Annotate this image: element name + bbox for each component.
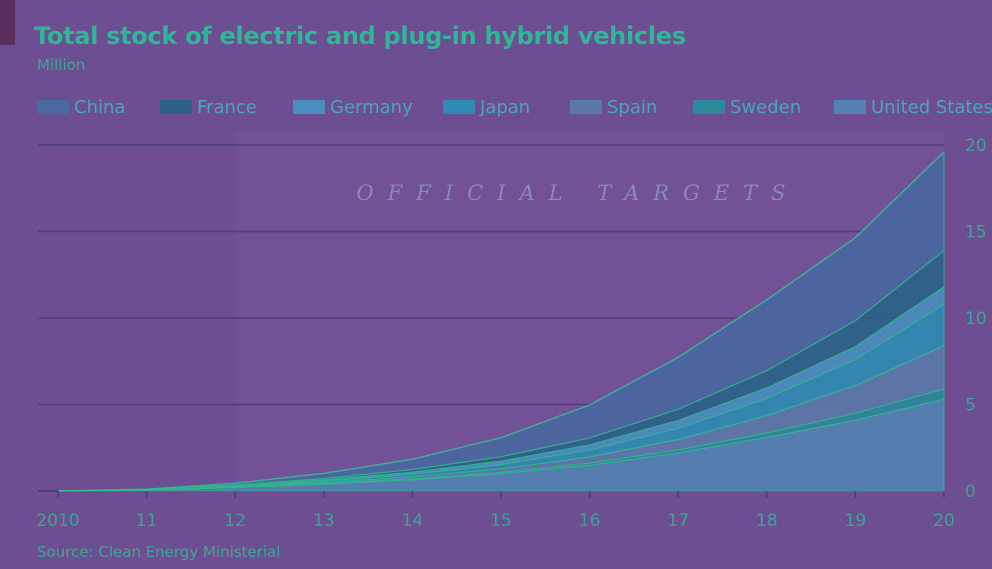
x-tick-label: 20: [933, 511, 955, 531]
x-tick-label: 14: [402, 511, 424, 531]
legend-item: United States: [834, 95, 992, 119]
x-tick-label: 12: [224, 511, 246, 531]
legend-swatch: [693, 100, 725, 114]
legend-item: France: [160, 95, 257, 119]
x-tick-label: 11: [136, 511, 158, 531]
y-tick-label: 20: [965, 136, 987, 156]
legend-label: Germany: [330, 96, 413, 118]
chart-source: Source: Clean Energy Ministerial: [37, 543, 281, 561]
corner-accent-mark: [0, 0, 15, 45]
legend-label: Sweden: [730, 96, 802, 118]
legend-swatch: [570, 100, 602, 114]
legend-swatch: [37, 100, 69, 114]
legend-swatch: [443, 100, 475, 114]
x-tick-label: 15: [490, 511, 512, 531]
y-tick-label: 0: [965, 482, 976, 502]
legend-item: Japan: [443, 95, 530, 119]
x-tick-label: 17: [667, 511, 689, 531]
chart-unit-label: Million: [37, 56, 86, 74]
legend-swatch: [160, 100, 192, 114]
official-targets-annotation: OFFICIAL TARGETS: [356, 181, 799, 205]
legend-item: Sweden: [693, 95, 801, 119]
total-outline: [57, 151, 945, 492]
y-tick-label: 15: [965, 223, 987, 243]
x-tick-label: 16: [579, 511, 601, 531]
legend-label: Japan: [480, 96, 531, 118]
x-tick-label: 18: [756, 511, 778, 531]
x-tick-label: 2010: [36, 511, 79, 531]
y-tick-label: 5: [965, 396, 976, 416]
legend-item: China: [37, 95, 125, 119]
legend-label: China: [74, 96, 126, 118]
legend-label: United States: [871, 96, 992, 118]
x-tick-label: 13: [313, 511, 335, 531]
legend-item: Germany: [293, 95, 413, 119]
legend-label: Spain: [607, 96, 658, 118]
legend-swatch: [293, 100, 325, 114]
chart-plot: 0 5 10 15 20 2010 11 12 13 14 15 16 17 18 19 20 OFFICIAL…: [36, 130, 987, 531]
y-tick-label: 10: [965, 309, 987, 329]
legend-swatch: [834, 100, 866, 114]
chart-title: Total stock of electric and plug-in hybr…: [34, 22, 686, 50]
legend-label: France: [197, 96, 257, 118]
chart-legend: China France Germany Japan Spain Sweden United…: [37, 95, 992, 119]
legend-item: Spain: [570, 95, 657, 119]
x-tick-label: 19: [845, 511, 867, 531]
